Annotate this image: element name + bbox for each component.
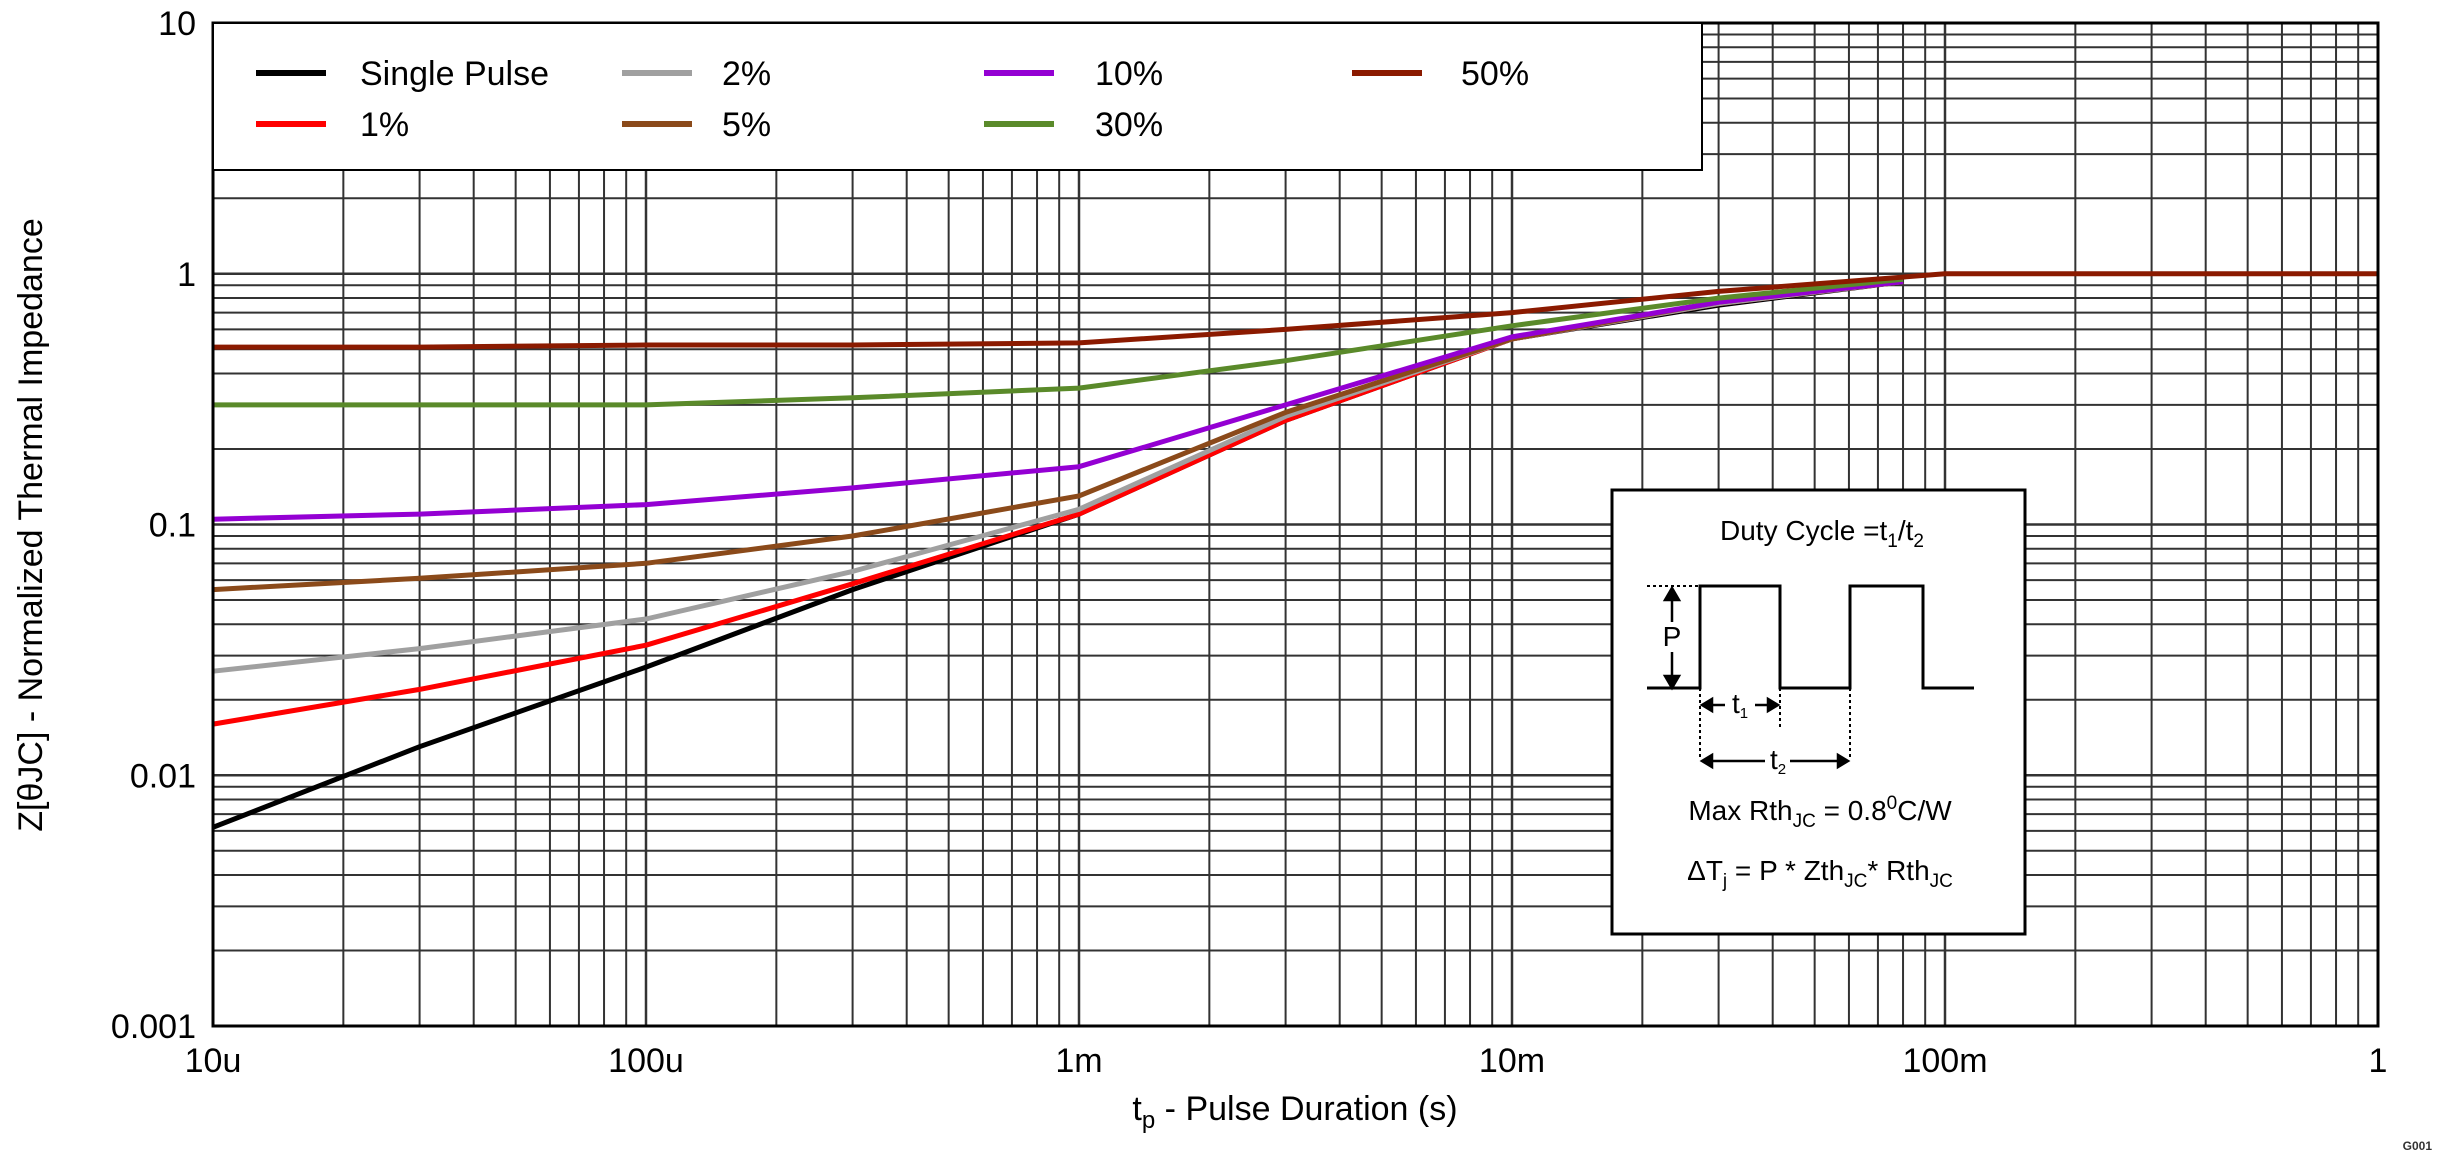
pulse-waveform — [1647, 584, 1974, 690]
legend-label: 1% — [360, 106, 409, 144]
series-lines — [212, 271, 2378, 830]
series-line-10- — [212, 279, 1904, 522]
p-arrow — [1662, 585, 1682, 691]
inset-box — [1610, 488, 2027, 936]
legend-label: 50% — [1461, 55, 1529, 93]
legend-label: 10% — [1095, 55, 1163, 93]
x-tick-label: 100u — [608, 1042, 684, 1080]
t2-arrow — [1699, 752, 1851, 770]
duty-cycle-inset: Duty Cycle =t1/t2 P t1 t2 Max RthJC = 0.… — [1610, 488, 2027, 936]
x-tick-label: 10u — [185, 1042, 242, 1080]
x-tick-label: 100m — [1902, 1042, 1987, 1080]
legend-label: Single Pulse — [360, 55, 549, 93]
y-tick-label: 10 — [158, 5, 196, 43]
y-axis-title: Z[θJC] - Normalized Thermal Impedance — [12, 218, 50, 831]
series-line-50- — [213, 271, 2378, 350]
x-axis-title: tp - Pulse Duration (s) — [1132, 1090, 1457, 1134]
t1-arrow — [1699, 696, 1781, 714]
legend-box — [212, 22, 1703, 171]
x-tick-label: 1 — [2369, 1042, 2388, 1080]
y-tick-label: 0.01 — [130, 757, 196, 795]
grid — [211, 23, 2378, 1028]
y-tick-label: 0.1 — [149, 507, 196, 545]
y-tick-label: 0.001 — [111, 1008, 196, 1046]
series-line-30- — [213, 276, 1904, 408]
legend: Single Pulse 1% 2% 5% 10% 30% 50% — [212, 22, 1703, 171]
reference-dotted-lines — [1647, 585, 1851, 760]
y-tick-label: 1 — [177, 256, 196, 294]
x-tick-label: 10m — [1479, 1042, 1545, 1080]
tick-labels: 10u 100u 1m 10m 100m 1 10 1 0.1 0.01 0.001 — [111, 5, 2388, 1080]
x-tick-label: 1m — [1055, 1042, 1102, 1080]
inset-title: Duty Cycle =t1/t2 — [1720, 515, 1924, 552]
max-rth-text: Max RthJC = 0.80C/W — [1688, 793, 1952, 832]
delta-tj-formula: ΔTj = P * ZthJC* RthJC — [1687, 855, 1953, 892]
legend-label: 30% — [1095, 106, 1163, 144]
p-label: P — [1663, 621, 1682, 652]
t2-label: t2 — [1770, 744, 1786, 778]
legend-label: 2% — [722, 55, 771, 93]
legend-label: 5% — [722, 106, 771, 144]
figure-id: G001 — [2403, 1139, 2433, 1153]
t1-label: t1 — [1732, 688, 1748, 722]
